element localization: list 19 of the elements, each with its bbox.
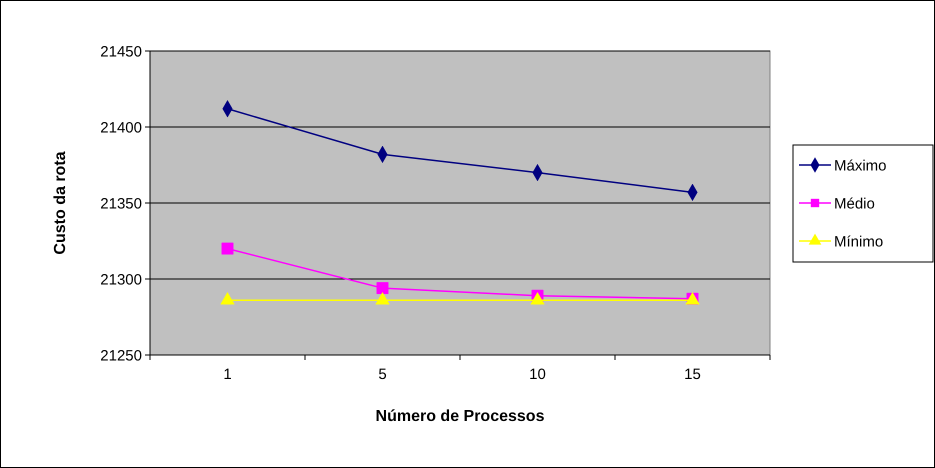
legend-label: Médio <box>834 195 875 212</box>
y-tick-label: 21300 <box>100 271 142 288</box>
point <box>220 292 235 304</box>
legend-label: Mínimo <box>834 233 884 250</box>
x-axis-title: Número de Processos <box>376 408 545 425</box>
y-tick-label: 21450 <box>100 43 142 60</box>
x-tick-label: 10 <box>529 366 546 383</box>
legend-label: Máximo <box>834 157 887 174</box>
point <box>375 292 390 304</box>
point <box>222 242 234 255</box>
point <box>376 282 388 294</box>
y-tick-label: 21350 <box>100 195 142 212</box>
y-tick-label: 21250 <box>100 347 142 364</box>
x-tick-label: 15 <box>684 366 701 383</box>
x-tick-label: 1 <box>223 366 232 383</box>
point <box>530 292 545 304</box>
y-axis-title: Custo da rota <box>52 151 69 255</box>
y-tick-label: 21400 <box>100 119 142 136</box>
x-tick-label: 5 <box>378 366 387 383</box>
